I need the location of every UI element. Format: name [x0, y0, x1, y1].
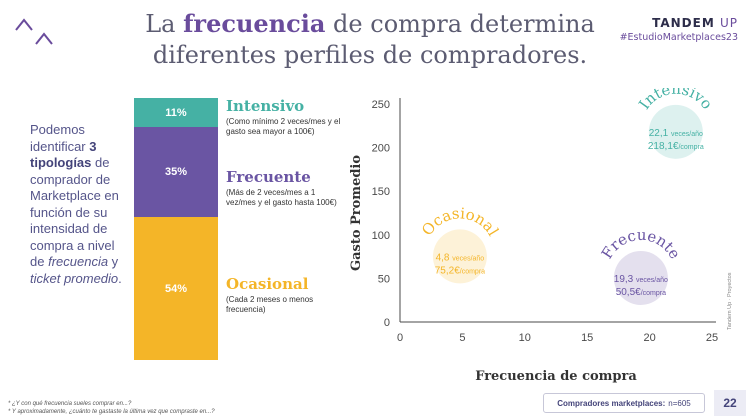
x-tick-label: 15 [581, 332, 593, 344]
point-frequency-label: 22,1 veces/año [649, 128, 703, 139]
brand-logo: TANDEM UP [652, 16, 738, 30]
x-tick-label: 10 [519, 332, 531, 344]
chevron-decoration-icon [15, 18, 53, 45]
y-tick-label: 0 [384, 317, 390, 329]
x-tick-label: 25 [706, 332, 718, 344]
brand: TANDEM UP #EstudioMarketplaces23 [620, 16, 738, 43]
point-bubble-ocasional [432, 229, 487, 284]
segment-label-intensivo: Intensivo (Como mínimo 2 veces/mes y el … [226, 97, 341, 136]
page-number: 22 [714, 390, 746, 416]
point-frequency-label: 4,8 veces/año [436, 252, 485, 263]
stacked-bar: 11% 35% 54% [134, 98, 218, 360]
point-spend-label: 218,1€/compra [648, 141, 704, 152]
x-axis-label: Frecuencia de compra [475, 369, 637, 384]
point-bubble-intensivo [648, 104, 703, 159]
page-title: La frecuencia de compra determina difere… [145, 9, 595, 69]
x-tick-label: 20 [643, 332, 655, 344]
title-highlight: frecuencia [183, 9, 326, 38]
bar-segment-frecuente: 35% [134, 127, 218, 217]
bar-segment-intensivo: 11% [134, 98, 218, 127]
segment-label-frecuente: Frecuente (Más de 2 veces/mes a 1 vez/me… [226, 168, 337, 207]
sample-size-badge: Compradores marketplaces: n=605 [543, 393, 705, 413]
segment-label-ocasional: Ocasional (Cada 2 meses o menos frecuenc… [226, 275, 314, 314]
intro-text: Podemos identificar 3 tipologías de comp… [30, 122, 122, 286]
y-tick-label: 250 [372, 99, 390, 111]
y-tick-label: 100 [372, 230, 390, 242]
scatter-chart: 0 50 100 150 200 250 0 5 10 15 20 25 Gasto Promedio F… [349, 88, 718, 384]
hashtag: #EstudioMarketplaces23 [619, 32, 738, 43]
y-tick-label: 150 [372, 186, 390, 198]
point-bubble-frecuente [613, 250, 668, 305]
source-note: Tandem Up · Proyectos [727, 272, 733, 330]
footnotes: * ¿Y con qué frecuencia sueles comprar e… [8, 401, 215, 415]
y-tick-label: 50 [378, 273, 390, 285]
x-tick-label: 5 [459, 332, 465, 344]
point-spend-label: 75,2€/compra [435, 265, 485, 276]
x-tick-label: 0 [397, 332, 403, 344]
point-frequency-label: 19,3 veces/año [614, 274, 668, 285]
point-spend-label: 50,5€/compra [616, 287, 666, 298]
bar-segment-ocasional: 54% [134, 217, 218, 360]
y-axis-label: Gasto Promedio [349, 155, 364, 271]
y-tick-label: 200 [372, 143, 390, 155]
